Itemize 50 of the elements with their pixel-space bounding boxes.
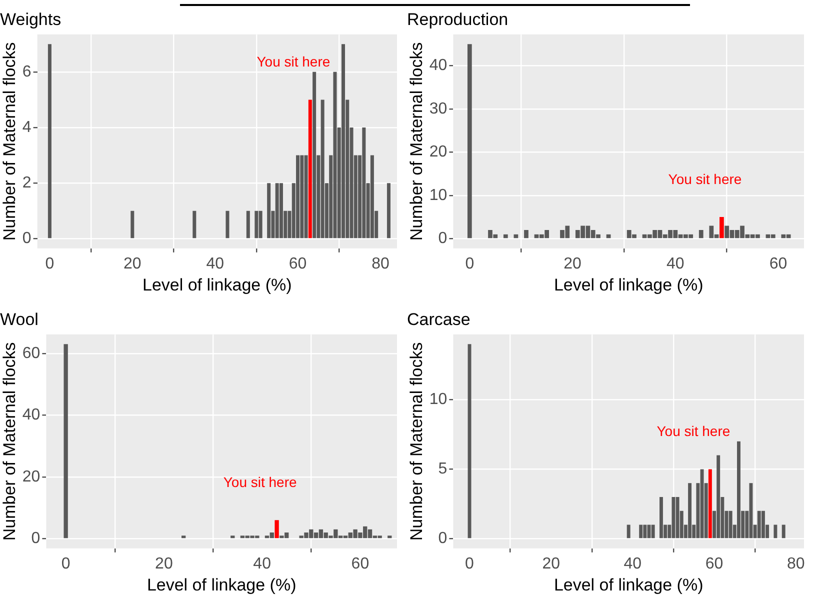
y-tick-label: 30 bbox=[429, 100, 448, 118]
y-tick-label: 10 bbox=[429, 391, 448, 408]
chart-title: Carcase bbox=[407, 310, 470, 329]
x-tick-label: 20 bbox=[123, 255, 142, 272]
x-tick-label: 0 bbox=[465, 555, 474, 572]
x-tick-label: 40 bbox=[666, 255, 684, 272]
chart-title: Reproduction bbox=[407, 10, 508, 29]
x-tick-label: 60 bbox=[705, 555, 724, 572]
x-tick-label: 20 bbox=[564, 255, 582, 272]
annotation: You sit here bbox=[668, 170, 742, 187]
x-tick-label: 60 bbox=[351, 555, 370, 572]
y-tick-label: 0 bbox=[31, 530, 40, 548]
y-tick-label: 40 bbox=[22, 406, 40, 424]
annotation: You sit here bbox=[656, 423, 730, 440]
y-tick-label: 6 bbox=[22, 63, 32, 80]
y-tick-label: 20 bbox=[429, 144, 448, 161]
x-tick-label: 0 bbox=[45, 255, 54, 272]
y-tick-label: 2 bbox=[22, 174, 32, 192]
y-tick-label: 5 bbox=[438, 460, 448, 478]
y-axis-title: Number of Maternal flocks bbox=[0, 42, 19, 241]
chart-title: Weights bbox=[0, 10, 62, 29]
chart-title: Wool bbox=[0, 310, 38, 329]
y-axis-title: Number of Maternal flocks bbox=[406, 342, 426, 541]
y-tick-label: 0 bbox=[438, 530, 448, 548]
x-tick-label: 40 bbox=[253, 555, 272, 572]
x-axis-title: Level of linkage (%) bbox=[554, 575, 704, 594]
x-tick-label: 60 bbox=[769, 255, 788, 272]
x-axis-title: Level of linkage (%) bbox=[146, 575, 296, 594]
x-tick-label: 40 bbox=[624, 555, 642, 572]
y-tick-label: 4 bbox=[22, 118, 32, 136]
x-tick-label: 60 bbox=[288, 255, 307, 272]
x-tick-label: 40 bbox=[206, 255, 224, 272]
annotation: You sit here bbox=[256, 54, 330, 70]
x-tick-label: 20 bbox=[542, 555, 560, 572]
x-tick-label: 80 bbox=[786, 555, 805, 572]
x-tick-label: 0 bbox=[61, 555, 70, 572]
y-tick-label: 10 bbox=[429, 186, 448, 204]
x-axis-title: Level of linkage (%) bbox=[142, 275, 292, 294]
x-tick-label: 20 bbox=[155, 555, 173, 572]
x-tick-label: 0 bbox=[465, 255, 474, 272]
x-axis-title: Level of linkage (%) bbox=[554, 275, 704, 294]
y-tick-label: 60 bbox=[22, 344, 40, 362]
y-axis-title: Number of Maternal flocks bbox=[0, 342, 19, 541]
y-tick-label: 0 bbox=[438, 230, 448, 248]
y-tick-label: 40 bbox=[429, 57, 448, 74]
y-tick-label: 20 bbox=[22, 468, 40, 486]
y-axis-title: Number of Maternal flocks bbox=[406, 42, 426, 241]
x-tick-label: 80 bbox=[372, 255, 390, 272]
annotation: You sit here bbox=[223, 474, 297, 490]
y-tick-label: 0 bbox=[22, 230, 32, 248]
